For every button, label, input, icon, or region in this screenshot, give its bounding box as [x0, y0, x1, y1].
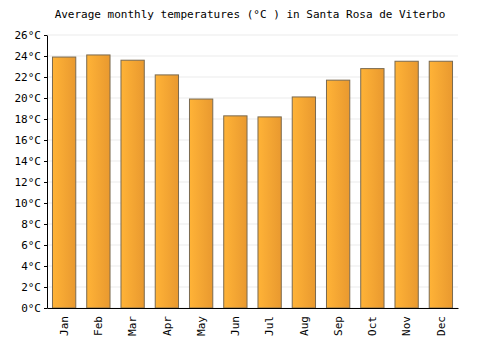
x-tick: Jan [58, 308, 71, 336]
bar [224, 116, 247, 308]
y-tick-mark [44, 98, 47, 99]
y-tick-label: 14°C [15, 155, 42, 168]
y-tick: 4°C [21, 260, 47, 273]
bar [258, 117, 281, 308]
y-tick: 14°C [15, 155, 48, 168]
x-tick-label: Apr [161, 316, 174, 336]
bars [52, 55, 452, 308]
x-tick-label: Mar [126, 316, 139, 336]
bar [292, 97, 315, 308]
x-tick: Jul [263, 308, 276, 336]
y-tick-label: 0°C [21, 302, 41, 315]
x-tick: Feb [92, 308, 105, 336]
y-tick-label: 8°C [21, 218, 41, 231]
y-tick-mark [44, 203, 47, 204]
x-tick-label: Feb [92, 316, 105, 336]
y-tick-mark [44, 245, 47, 246]
x-tick-label: Nov [400, 316, 413, 336]
y-tick-label: 26°C [15, 29, 42, 42]
bar [326, 80, 349, 308]
x-tick: Oct [366, 308, 379, 336]
bar [429, 61, 452, 308]
bar [361, 69, 384, 308]
x-tick-label: May [195, 316, 208, 336]
y-tick-label: 16°C [15, 134, 42, 147]
bar [395, 61, 418, 308]
y-tick-mark [44, 35, 47, 36]
y-tick-mark [44, 56, 47, 57]
y-tick: 12°C [15, 176, 48, 189]
y-tick: 0°C [21, 302, 47, 315]
y-tick: 26°C [15, 29, 48, 42]
y-tick-label: 20°C [15, 92, 42, 105]
y-tick-label: 10°C [15, 197, 42, 210]
x-tick-label: Sep [332, 316, 345, 336]
grid-line [47, 35, 458, 36]
x-tick-label: Dec [435, 316, 448, 336]
y-tick-label: 4°C [21, 260, 41, 273]
y-tick-label: 12°C [15, 176, 42, 189]
x-tick-label: Oct [366, 316, 379, 336]
x-axis: Jan Feb Mar Apr May Jun Jul Aug Sep Oct Nov Dec [48, 308, 459, 336]
y-tick-mark [44, 287, 47, 288]
y-tick: 20°C [15, 92, 48, 105]
chart-container: Average monthly temperatures (°C ) in Sa… [0, 0, 500, 350]
x-tick: May [195, 308, 208, 336]
y-tick-mark [44, 140, 47, 141]
y-tick-label: 18°C [15, 113, 42, 126]
x-tick: Apr [161, 308, 174, 336]
bar [189, 99, 212, 308]
chart-svg: Average monthly temperatures (°C ) in Sa… [0, 0, 500, 350]
plot-area: 0°C 2°C 4°C 6°C 8°C 10°C 12°C 14°C 16°C 18°C 20°C 2… [15, 29, 459, 336]
y-tick-mark [44, 161, 47, 162]
x-axis-line [48, 308, 459, 309]
y-tick: 10°C [15, 197, 48, 210]
y-axis: 0°C 2°C 4°C 6°C 8°C 10°C 12°C 14°C 16°C 18°C 20°C 2… [15, 29, 48, 315]
x-tick: Jun [229, 308, 242, 336]
y-tick: 24°C [15, 50, 48, 63]
y-tick-mark [44, 266, 47, 267]
bar [52, 57, 75, 308]
y-tick: 18°C [15, 113, 48, 126]
bar [155, 75, 178, 308]
x-tick-label: Jun [229, 316, 242, 336]
y-axis-line [47, 36, 48, 309]
y-tick-label: 6°C [21, 239, 41, 252]
x-tick-label: Jan [58, 316, 71, 336]
x-tick: Dec [435, 308, 448, 336]
y-tick: 22°C [15, 71, 48, 84]
y-tick-mark [44, 182, 47, 183]
x-tick: Nov [400, 308, 413, 336]
grid [47, 35, 458, 308]
bar [121, 60, 144, 308]
y-tick-mark [44, 119, 47, 120]
y-tick: 16°C [15, 134, 48, 147]
y-tick-mark [44, 77, 47, 78]
x-tick: Mar [126, 308, 139, 336]
y-tick-label: 24°C [15, 50, 42, 63]
y-tick-mark [44, 224, 47, 225]
y-tick-label: 2°C [21, 281, 41, 294]
x-tick-label: Jul [263, 316, 276, 336]
x-tick: Aug [298, 308, 311, 336]
x-tick-label: Aug [298, 316, 311, 336]
y-tick: 2°C [21, 281, 47, 294]
chart-title: Average monthly temperatures (°C ) in Sa… [55, 8, 446, 21]
y-tick: 6°C [21, 239, 47, 252]
y-tick: 8°C [21, 218, 47, 231]
bar [87, 55, 110, 308]
x-tick: Sep [332, 308, 345, 336]
y-tick-mark [44, 308, 47, 309]
y-tick-label: 22°C [15, 71, 42, 84]
